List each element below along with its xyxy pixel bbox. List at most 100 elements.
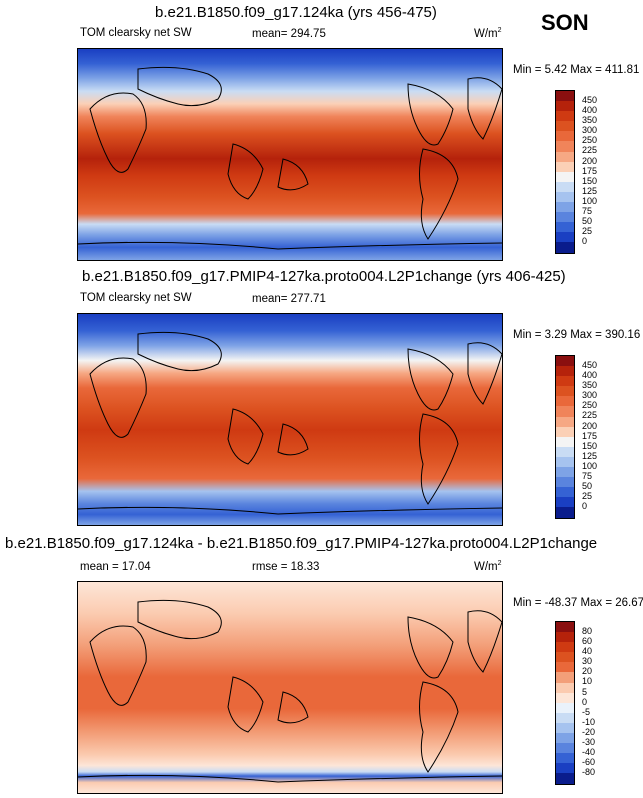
colorbar-tick-label: 450 <box>582 95 598 105</box>
panel3-title: b.e21.B1850.f09_g17.124ka - b.e21.B1850.… <box>5 535 598 552</box>
colorbar-tick-label: -60 <box>582 757 596 767</box>
colorbar-swatch <box>556 743 574 754</box>
colorbar-swatch <box>556 632 574 643</box>
colorbar-tick-label: 60 <box>582 636 593 646</box>
colorbar-swatch <box>556 171 574 182</box>
colorbar-tick-label: 175 <box>582 431 598 441</box>
panel1-map <box>77 48 503 261</box>
colorbar-tick-label: 50 <box>582 216 593 226</box>
panel2-map <box>77 313 503 526</box>
colorbar-tick-label: 75 <box>582 471 593 481</box>
colorbar-swatch <box>556 416 574 427</box>
colorbar-tick-label: 350 <box>582 115 598 125</box>
colorbar-tick-label: 100 <box>582 196 598 206</box>
colorbar-swatch <box>556 121 574 132</box>
panel2-coastlines <box>78 331 502 515</box>
panel2-colorbar <box>555 355 575 519</box>
colorbar-tick-label: -80 <box>582 767 596 777</box>
panel1-title: b.e21.B1850.f09_g17.124ka (yrs 456-475) <box>155 4 437 21</box>
colorbar-swatch <box>556 662 574 673</box>
colorbar-tick-label: 20 <box>582 666 593 676</box>
panel1-units: W/m2 <box>474 27 502 40</box>
panel1-colorbar <box>555 90 575 254</box>
colorbar-swatch <box>556 232 574 243</box>
colorbar-tick-label: 5 <box>582 687 588 697</box>
panel1-map-field <box>78 49 502 260</box>
colorbar-swatch <box>556 212 574 223</box>
colorbar-swatch <box>556 436 574 447</box>
colorbar-tick-label: 30 <box>582 656 593 666</box>
panel3-units: W/m2 <box>474 560 502 573</box>
colorbar-tick-label: 250 <box>582 135 598 145</box>
colorbar-tick-label: 150 <box>582 176 598 186</box>
colorbar-swatch <box>556 763 574 774</box>
colorbar-tick-label: 350 <box>582 380 598 390</box>
colorbar-tick-label: 75 <box>582 206 593 216</box>
panel1-minmax: Min = 5.42 Max = 411.81 <box>513 64 640 76</box>
colorbar-swatch <box>556 242 574 253</box>
colorbar-swatch <box>556 356 574 367</box>
colorbar-swatch <box>556 446 574 457</box>
colorbar-tick-label: -40 <box>582 747 596 757</box>
colorbar-swatch <box>556 672 574 683</box>
panel3-rmse: rmse = 18.33 <box>252 561 320 573</box>
panel2-minmax: Min = 3.29 Max = 390.16 <box>513 329 641 341</box>
colorbar-tick-label: 0 <box>582 236 588 246</box>
colorbar-tick-label: 400 <box>582 105 598 115</box>
colorbar-tick-label: 125 <box>582 451 598 461</box>
colorbar-swatch <box>556 722 574 734</box>
colorbar-tick-label: 50 <box>582 481 593 491</box>
panel3-map <box>77 581 503 794</box>
panel3-map-field <box>78 582 502 793</box>
colorbar-swatch <box>556 652 574 663</box>
panel3-minmax: Min = -48.37 Max = 26.67 <box>513 597 643 609</box>
colorbar-swatch <box>556 376 574 387</box>
colorbar-tick-label: 150 <box>582 441 598 451</box>
colorbar-swatch <box>556 406 574 417</box>
colorbar-tick-label: 80 <box>582 626 593 636</box>
colorbar-swatch <box>556 702 574 713</box>
panel2-mean: mean= 277.71 <box>252 293 326 305</box>
colorbar-tick-label: 400 <box>582 370 598 380</box>
colorbar-tick-label: 175 <box>582 166 598 176</box>
colorbar-swatch <box>556 426 574 437</box>
colorbar-swatch <box>556 181 574 192</box>
colorbar-swatch <box>556 151 574 162</box>
colorbar-swatch <box>556 202 574 213</box>
colorbar-tick-label: 40 <box>582 646 593 656</box>
colorbar-swatch <box>556 111 574 122</box>
colorbar-tick-label: 200 <box>582 421 598 431</box>
colorbar-tick-label: 200 <box>582 156 598 166</box>
colorbar-tick-label: 0 <box>582 501 588 511</box>
colorbar-swatch <box>556 507 574 518</box>
colorbar-tick-label: 300 <box>582 125 598 135</box>
colorbar-tick-label: 300 <box>582 390 598 400</box>
colorbar-swatch <box>556 712 574 723</box>
colorbar-swatch <box>556 222 574 233</box>
colorbar-swatch <box>556 753 574 764</box>
colorbar-tick-label: 125 <box>582 186 598 196</box>
panel3-mean: mean = 17.04 <box>80 561 151 573</box>
colorbar-swatch <box>556 733 574 744</box>
colorbar-swatch <box>556 396 574 407</box>
colorbar-tick-label: -30 <box>582 737 596 747</box>
colorbar-swatch <box>556 497 574 508</box>
colorbar-tick-label: 0 <box>582 697 588 707</box>
colorbar-tick-label: 25 <box>582 226 593 236</box>
colorbar-tick-label: -20 <box>582 727 596 737</box>
colorbar-tick-label: 250 <box>582 400 598 410</box>
colorbar-tick-label: 10 <box>582 676 593 686</box>
colorbar-tick-label: -10 <box>582 717 596 727</box>
panel3-colorbar <box>555 621 575 785</box>
colorbar-tick-label: 225 <box>582 145 598 155</box>
season-label: SON <box>541 10 589 35</box>
colorbar-swatch <box>556 467 574 478</box>
colorbar-swatch <box>556 101 574 112</box>
colorbar-swatch <box>556 131 574 142</box>
colorbar-swatch <box>556 692 574 703</box>
panel3-coastlines <box>78 599 502 783</box>
colorbar-swatch <box>556 682 574 693</box>
panel2-title: b.e21.B1850.f09_g17.PMIP4-127ka.proto004… <box>82 268 566 285</box>
colorbar-swatch <box>556 141 574 152</box>
